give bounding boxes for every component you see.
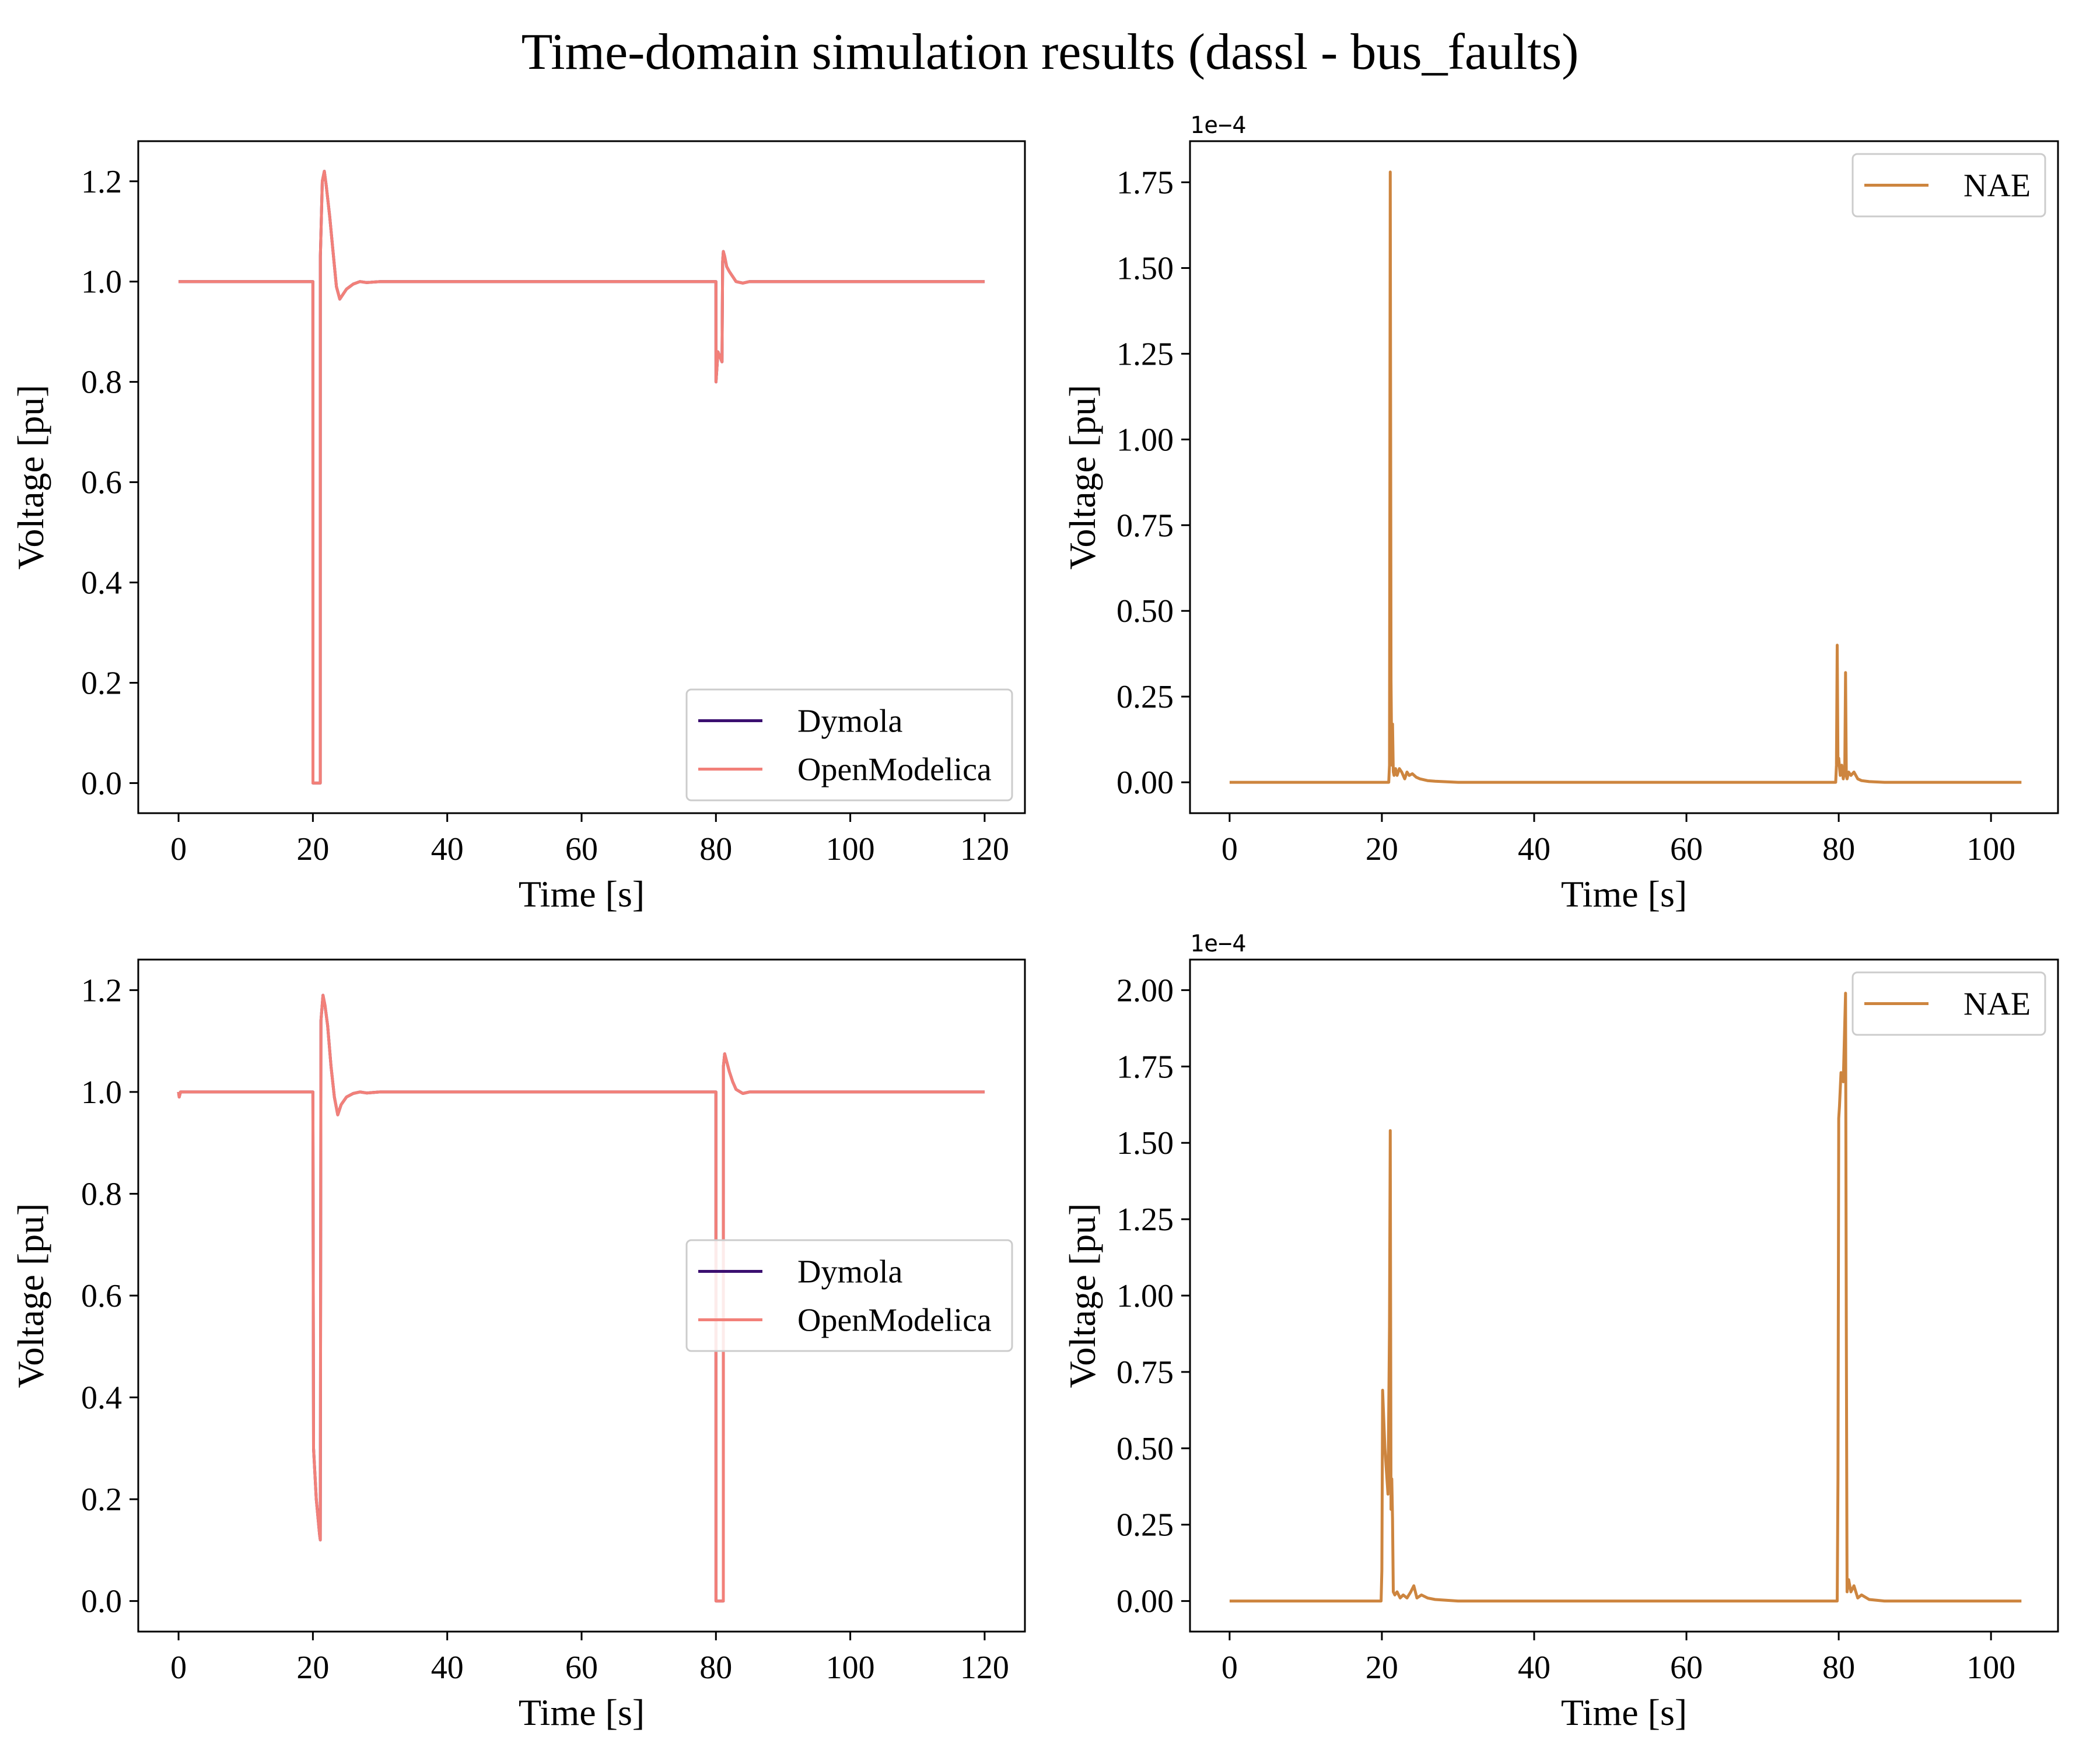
top-right-y-tick-label: 1.00 <box>1116 422 1174 458</box>
chart-panel-bottom-left: 0 20 40 60 80 100 120 0.0 0.2 0.4 0.6 0.8 1.0 1.2 Time… <box>10 958 1026 1733</box>
bottom-left-x-tick-label: 40 <box>431 1650 464 1686</box>
bottom-right-x-tick-label: 100 <box>1966 1650 2015 1686</box>
bottom-right-x-axis-label: Time [s] <box>1561 1692 1687 1733</box>
top-right-y-tick-label: 1.75 <box>1116 165 1174 201</box>
top-left-y-tick-label: 1.2 <box>81 164 122 200</box>
chart-panel-bottom-right: 0 20 40 60 80 100 0.00 0.25 0.50 0.75 1.00 1.25 1.50… <box>1062 930 2059 1733</box>
top-right-axes-frame <box>1189 140 2059 814</box>
top-left-y-tick-label: 0.2 <box>81 665 122 701</box>
bottom-right-y-tick-label: 0.00 <box>1116 1584 1174 1620</box>
top-left-x-tick-label: 80 <box>699 831 732 867</box>
top-left-y-tick-label: 0.0 <box>81 765 122 802</box>
bottom-left-x-tick-label: 80 <box>699 1650 732 1686</box>
bottom-right-y-tick-label: 0.75 <box>1116 1354 1174 1391</box>
top-right-y-tick-label: 1.50 <box>1116 250 1174 286</box>
bottom-left-y-tick-label: 0.4 <box>81 1380 122 1416</box>
top-right-y-tick-label: 1.25 <box>1116 336 1174 372</box>
top-right-legend: NAE <box>1852 153 2046 218</box>
top-left-x-axis-label: Time [s] <box>519 873 645 915</box>
chart-panel-top-right: 0 20 40 60 80 100 0.00 0.25 0.50 0.75 1.00 1.25 1.50… <box>1062 112 2059 915</box>
figure-title: Time-domain simulation results (dassl - … <box>522 24 1579 80</box>
top-right-x-tick-label: 60 <box>1670 831 1703 867</box>
bottom-left-y-tick-label: 0.8 <box>81 1176 122 1212</box>
bottom-right-legend-label-nae: NAE <box>1964 986 2031 1023</box>
bottom-right-offset-text: 1e−4 <box>1190 930 1246 957</box>
top-left-y-tick-label: 0.6 <box>81 465 122 501</box>
top-left-x-tick-label: 60 <box>565 831 598 867</box>
top-left-y-axis-label: Voltage [pu] <box>10 385 51 570</box>
top-right-x-tick-label: 40 <box>1518 831 1550 867</box>
bottom-left-y-tick-label: 0.2 <box>81 1482 122 1518</box>
bottom-right-legend: NAE <box>1852 971 2046 1036</box>
top-left-y-tick-label: 0.8 <box>81 365 122 401</box>
bottom-right-y-tick-label: 0.50 <box>1116 1431 1174 1467</box>
top-left-x-tick-label: 100 <box>826 831 875 867</box>
top-right-legend-box <box>1852 153 2046 218</box>
top-right-x-tick-label: 0 <box>1222 831 1238 867</box>
bottom-right-y-tick-label: 1.00 <box>1116 1278 1174 1314</box>
bottom-right-y-tick-label: 1.50 <box>1116 1125 1174 1161</box>
bottom-right-x-tick-label: 80 <box>1822 1650 1855 1686</box>
top-right-y-tick-label: 0.50 <box>1116 593 1174 629</box>
bottom-right-x-tick-label: 40 <box>1518 1650 1550 1686</box>
bottom-left-y-tick-label: 0.0 <box>81 1584 122 1620</box>
bottom-left-legend-label-dymola: Dymola <box>797 1254 903 1290</box>
bottom-left-y-axis-label: Voltage [pu] <box>10 1203 51 1388</box>
bottom-right-y-axis-label: Voltage [pu] <box>1062 1203 1103 1388</box>
bottom-right-x-tick-label: 0 <box>1222 1650 1238 1686</box>
bottom-left-y-tick-label: 1.0 <box>81 1074 122 1111</box>
top-right-legend-label-nae: NAE <box>1964 168 2031 204</box>
top-left-legend-label-dymola: Dymola <box>797 704 903 740</box>
top-left-y-tick-label: 0.4 <box>81 565 122 601</box>
top-left-legend-box <box>685 688 1013 802</box>
top-left-y-tick-label: 1.0 <box>81 264 122 300</box>
top-right-y-tick-label: 0.75 <box>1116 508 1174 544</box>
top-left-legend-label-openmodelica: OpenModelica <box>797 752 992 788</box>
bottom-left-x-tick-label: 100 <box>826 1650 875 1686</box>
bottom-right-series-line-nae <box>1229 992 2022 1603</box>
bottom-left-y-tick-label: 1.2 <box>81 972 122 1009</box>
top-right-x-tick-label: 80 <box>1822 831 1855 867</box>
bottom-right-x-tick-label: 20 <box>1366 1650 1398 1686</box>
top-left-legend: Dymola OpenModelica <box>685 688 1013 802</box>
top-right-x-tick-label: 20 <box>1366 831 1398 867</box>
top-left-x-tick-label: 20 <box>296 831 329 867</box>
bottom-left-x-tick-label: 0 <box>170 1650 187 1686</box>
bottom-left-x-tick-label: 20 <box>296 1650 329 1686</box>
top-left-x-tick-label: 120 <box>960 831 1009 867</box>
top-right-y-tick-label: 0.25 <box>1116 679 1174 715</box>
bottom-right-y-tick-label: 0.25 <box>1116 1507 1174 1544</box>
top-right-series-line-nae <box>1229 170 2022 784</box>
bottom-left-x-axis-label: Time [s] <box>519 1692 645 1733</box>
bottom-left-series-line-openmodelica <box>177 993 985 1603</box>
top-right-y-axis-label: Voltage [pu] <box>1062 385 1103 570</box>
bottom-right-x-tick-label: 60 <box>1670 1650 1703 1686</box>
bottom-right-legend-box <box>1852 971 2046 1036</box>
top-right-x-tick-label: 100 <box>1966 831 2015 867</box>
bottom-right-y-tick-label: 2.00 <box>1116 972 1174 1009</box>
bottom-right-y-tick-label: 1.25 <box>1116 1202 1174 1238</box>
bottom-left-legend: Dymola OpenModelica <box>685 1239 1013 1352</box>
top-right-x-axis-label: Time [s] <box>1561 873 1687 915</box>
top-left-x-tick-label: 40 <box>431 831 464 867</box>
bottom-left-x-tick-label: 120 <box>960 1650 1009 1686</box>
chart-panel-top-left: 0 20 40 60 80 100 120 0.0 0.2 0.4 0.6 0.8 1.0 1.2 Time… <box>10 140 1026 915</box>
top-left-series-line-openmodelica <box>178 170 985 785</box>
top-left-x-tick-label: 0 <box>170 831 187 867</box>
bottom-left-y-tick-label: 0.6 <box>81 1278 122 1314</box>
bottom-left-x-tick-label: 60 <box>565 1650 598 1686</box>
top-right-y-tick-label: 0.00 <box>1116 765 1174 801</box>
bottom-right-y-tick-label: 1.75 <box>1116 1049 1174 1085</box>
bottom-left-legend-label-openmodelica: OpenModelica <box>797 1303 992 1339</box>
bottom-left-legend-box <box>685 1239 1013 1352</box>
top-right-offset-text: 1e−4 <box>1190 112 1246 139</box>
